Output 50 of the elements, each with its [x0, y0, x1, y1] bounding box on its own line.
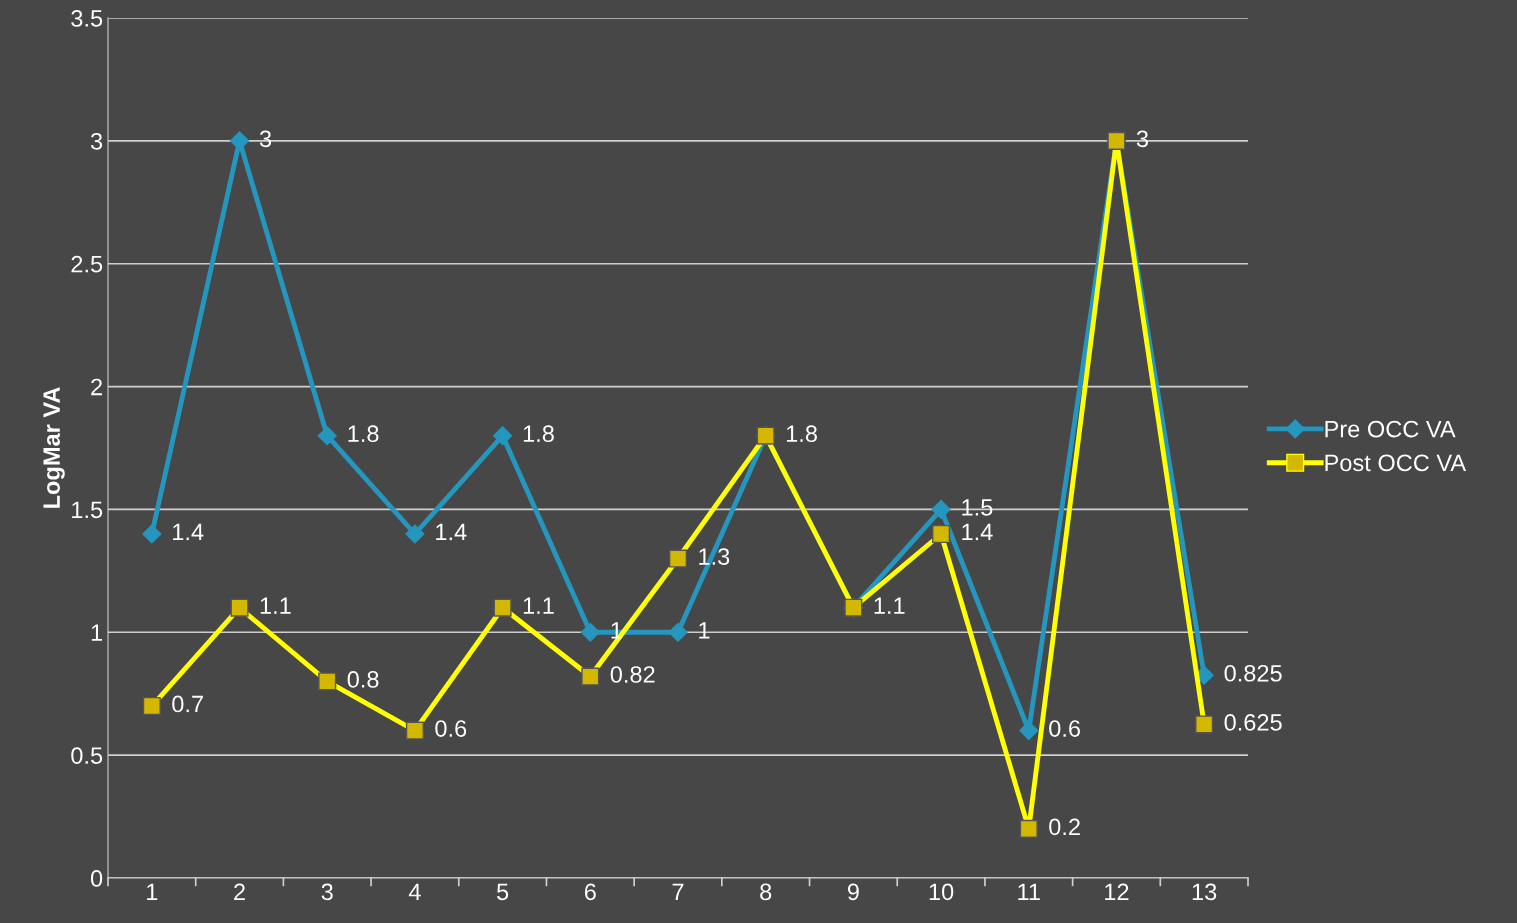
- y-tick-label: 1.5: [72, 501, 103, 519]
- data-label: 1.8: [786, 425, 817, 443]
- data-label: 1.4: [962, 523, 993, 541]
- data-label: 0.825: [1224, 664, 1282, 682]
- y-tick-label: 3.5: [71, 10, 103, 27]
- x-tick-label: 2: [234, 883, 245, 900]
- data-label: 1.8: [523, 425, 554, 443]
- data-label: 0.6: [1049, 720, 1080, 737]
- y-tick-label: 3: [90, 132, 103, 150]
- y-tick-label: 0: [90, 870, 103, 887]
- point: [1019, 721, 1039, 741]
- x-tick-label: 12: [1105, 883, 1129, 900]
- y-tick-label: 1: [91, 624, 102, 641]
- point: [317, 426, 337, 446]
- point: [668, 622, 688, 642]
- data-label: 0.8: [347, 671, 379, 688]
- y-axis-title: LogMar VA: [43, 387, 65, 508]
- x-tick-label: 11: [1018, 883, 1040, 900]
- data-label: 1.4: [436, 523, 467, 541]
- data-label: 1: [611, 622, 622, 639]
- x-tick-label: 8: [760, 883, 772, 901]
- point: [931, 499, 951, 519]
- y-tick-label: 2: [91, 378, 102, 396]
- legend-label: Pre OCC VA: [1325, 420, 1456, 438]
- data-label: 0.6: [435, 720, 467, 737]
- x-tick-label: 7: [672, 883, 684, 900]
- x-tick-label: 4: [408, 883, 421, 900]
- data-label: 1.1: [260, 597, 291, 614]
- point: [142, 524, 162, 544]
- data-label: 1.1: [874, 597, 905, 614]
- x-tick-label: 13: [1192, 883, 1217, 901]
- x-tick-label: 3: [321, 883, 333, 901]
- data-label: 0.625: [1224, 714, 1282, 731]
- data-label: 0.2: [1049, 818, 1080, 836]
- y-tick-label: 2.5: [71, 255, 103, 273]
- point: [405, 524, 425, 544]
- y-tick-label: 0.5: [71, 747, 103, 764]
- data-label: 1.8: [348, 425, 379, 443]
- x-tick-label: 1: [147, 883, 158, 900]
- data-label: 0.7: [172, 695, 203, 713]
- point: [580, 622, 600, 642]
- point: [493, 426, 513, 446]
- data-label: 0.82: [610, 666, 655, 683]
- x-tick-label: 6: [584, 883, 596, 901]
- legend-label: Post OCC VA: [1325, 454, 1467, 472]
- x-tick-label: 9: [847, 883, 859, 901]
- data-label: 1.1: [523, 597, 554, 614]
- x-tick-label: 5: [496, 883, 509, 901]
- x-tick-label: 10: [929, 883, 954, 901]
- data-label: 1.4: [173, 523, 204, 541]
